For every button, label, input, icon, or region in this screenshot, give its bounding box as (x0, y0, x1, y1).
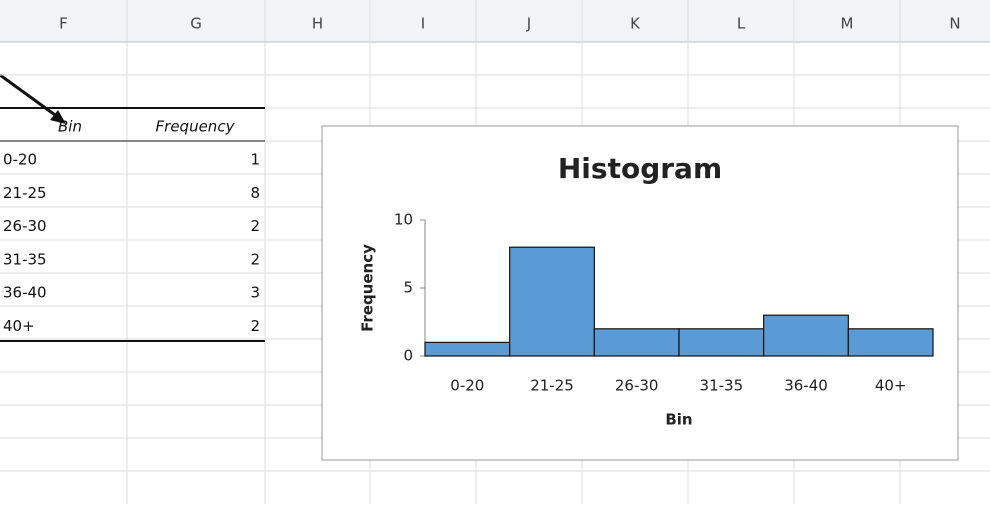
table-cell: 8 (250, 184, 260, 202)
chart-area (321, 125, 959, 461)
table-cell: 2 (250, 217, 260, 235)
bar (763, 314, 849, 357)
chart-title: Histogram (558, 152, 722, 185)
bar (847, 328, 934, 357)
x-tick-label: 26-30 (615, 377, 659, 395)
column-header: L (737, 15, 746, 33)
table-cell: 26-30 (3, 217, 47, 235)
x-tick-label: 36-40 (784, 377, 828, 395)
x-tick-label: 0-20 (450, 377, 484, 395)
table-cell: 21-25 (3, 184, 47, 202)
column-header: K (630, 15, 641, 33)
x-tick-label: 31-35 (700, 377, 744, 395)
bar (424, 341, 511, 357)
column-header: J (526, 15, 531, 33)
table-cell: 36-40 (3, 284, 47, 302)
table-cell: 40+ (3, 317, 35, 335)
column-header: M (841, 15, 854, 33)
table-cell: 0-20 (3, 151, 37, 169)
y-tick-label: 0 (403, 347, 413, 365)
y-tick-label: 10 (394, 211, 413, 229)
table-cell: 31-35 (3, 250, 47, 268)
arrow (0, 73, 63, 122)
x-tick-label: 40+ (875, 377, 907, 395)
bar (678, 328, 765, 357)
table-header: Frequency (156, 118, 236, 136)
bar (593, 328, 680, 357)
x-axis-label: Bin (665, 411, 692, 429)
y-tick-label: 5 (403, 279, 413, 297)
table-header: Bin (58, 118, 82, 136)
column-header: N (949, 15, 960, 33)
table-cell: 1 (250, 151, 260, 169)
column-header: G (190, 15, 202, 33)
table-cell: 2 (250, 250, 260, 268)
x-tick-label: 21-25 (530, 377, 574, 395)
column-header-bar (0, 0, 990, 42)
column-header: H (312, 15, 323, 33)
table-cell: 3 (250, 284, 260, 302)
table-cell: 2 (250, 317, 260, 335)
bar (509, 246, 595, 357)
y-axis-label: Frequency (359, 244, 377, 332)
arrow-head (50, 110, 66, 124)
column-header: I (421, 15, 425, 33)
column-header: F (59, 15, 68, 33)
